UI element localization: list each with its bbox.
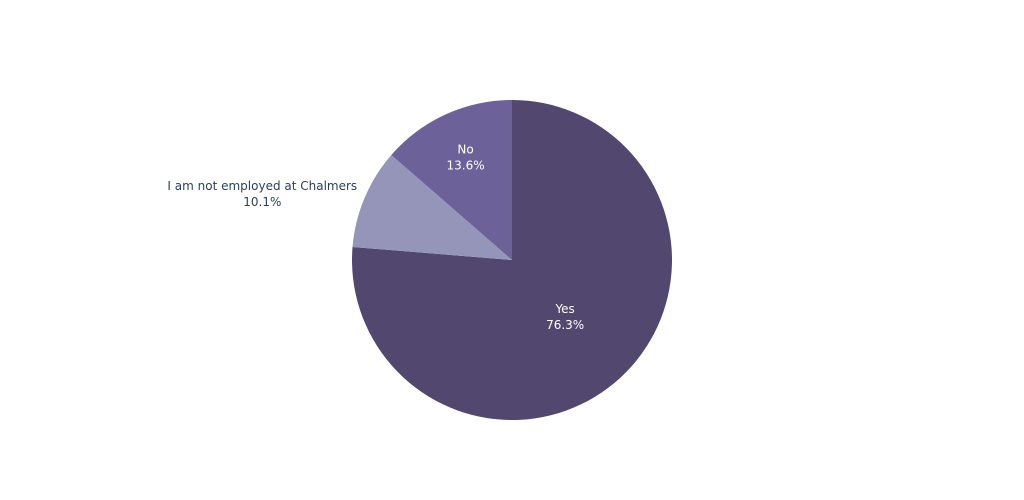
slice-label: I am not employed at Chalmers bbox=[167, 179, 357, 193]
slice-value: 76.3% bbox=[546, 318, 584, 332]
slice-label: Yes bbox=[554, 302, 574, 316]
slice-label: No bbox=[457, 143, 473, 157]
slice-value: 10.1% bbox=[243, 195, 281, 209]
pie-slice bbox=[352, 154, 512, 260]
pie-slice bbox=[391, 100, 512, 260]
slice-value: 13.6% bbox=[447, 159, 485, 173]
pie-slice bbox=[351, 100, 672, 420]
